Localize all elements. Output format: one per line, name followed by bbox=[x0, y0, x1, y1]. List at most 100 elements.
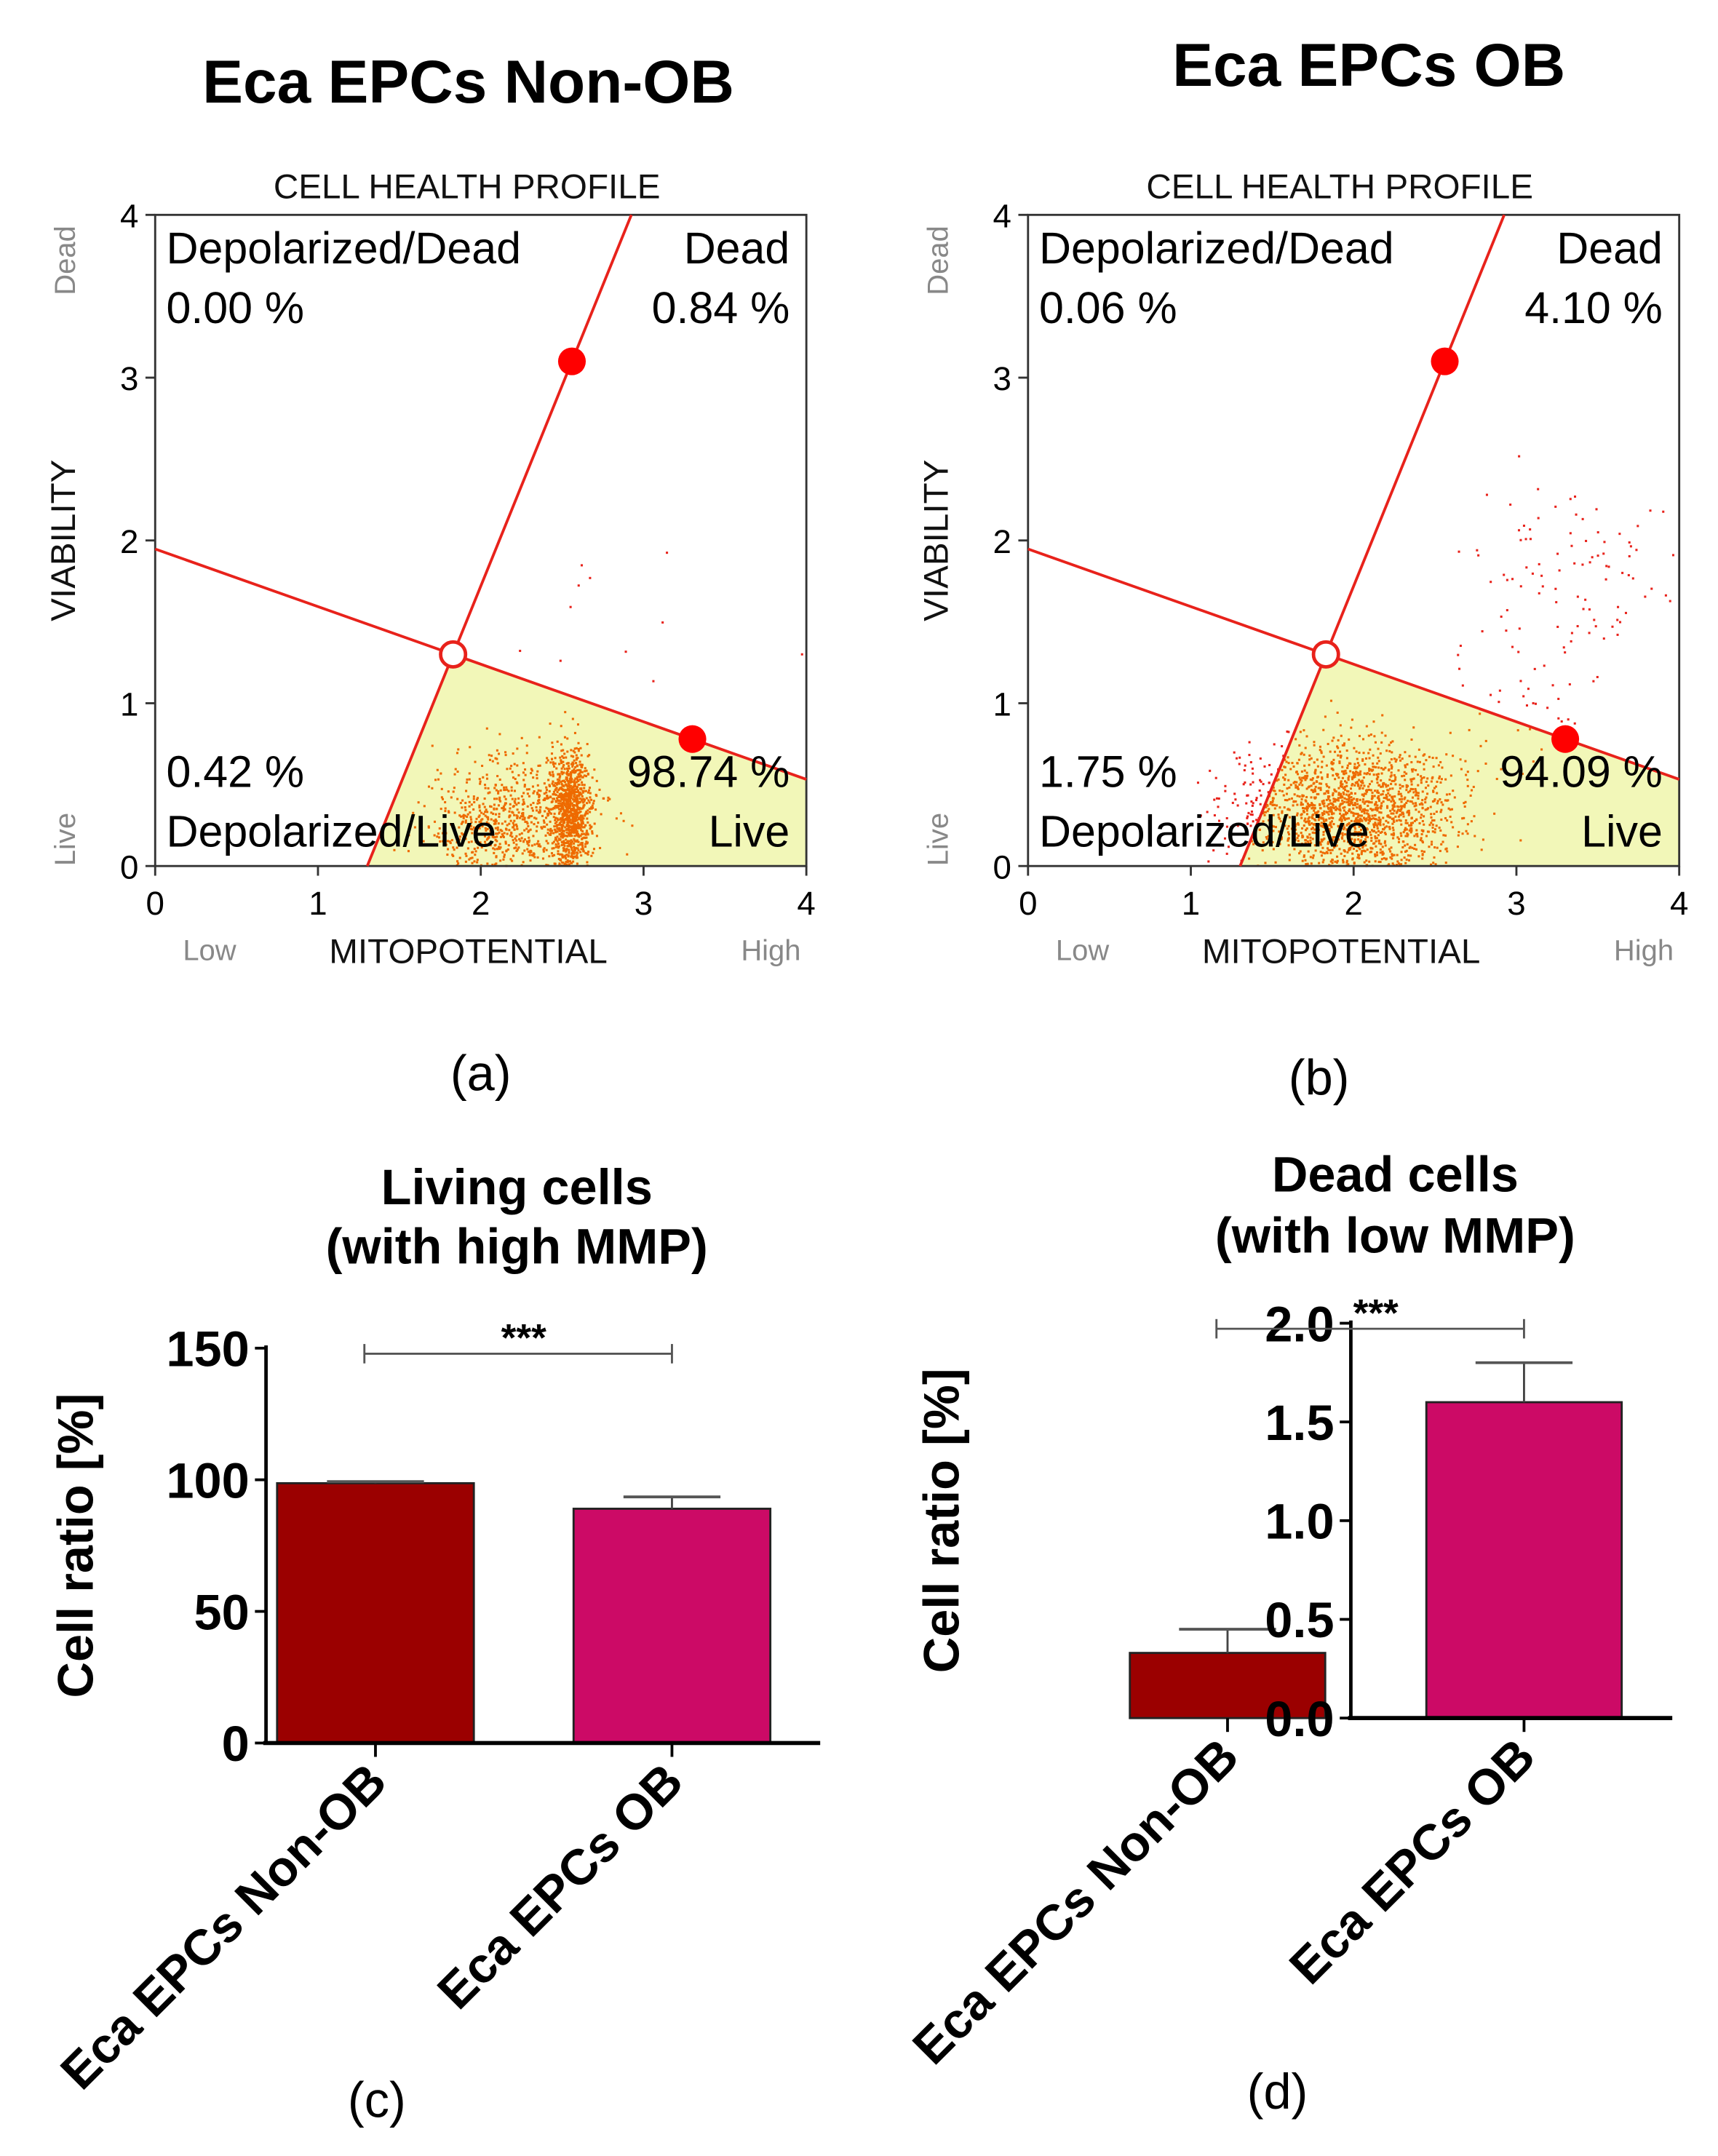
scatter-point bbox=[1538, 592, 1540, 594]
scatter-point bbox=[1252, 802, 1254, 805]
scatter-point bbox=[1251, 814, 1254, 816]
scatter-point bbox=[582, 817, 585, 820]
scatter-point bbox=[1395, 864, 1399, 867]
scatter-point bbox=[1351, 845, 1353, 848]
scatter-point bbox=[1324, 715, 1327, 718]
scatter-point bbox=[1335, 808, 1337, 811]
scatter-point bbox=[1372, 773, 1375, 776]
scatter-point bbox=[1262, 820, 1265, 823]
scatter-point bbox=[1356, 784, 1359, 787]
scatter-point bbox=[581, 806, 585, 809]
scatter-point bbox=[1650, 587, 1653, 590]
scatter-point bbox=[570, 749, 573, 752]
scatter-point bbox=[458, 814, 461, 817]
scatter-point bbox=[560, 781, 562, 784]
scatter-point bbox=[544, 825, 546, 828]
scatter-point bbox=[1292, 832, 1295, 835]
scatter-point bbox=[1373, 795, 1376, 797]
scatter-point bbox=[566, 809, 569, 812]
scatter-point bbox=[538, 736, 541, 739]
scatter-point bbox=[1364, 792, 1367, 795]
scatter-point bbox=[1335, 844, 1338, 847]
scatter-point bbox=[577, 773, 580, 776]
scatter-point bbox=[1338, 832, 1341, 835]
scatter-point bbox=[1362, 849, 1365, 852]
scatter-point bbox=[1452, 826, 1455, 829]
scatter-point bbox=[1391, 804, 1394, 807]
scatter-point bbox=[1225, 852, 1228, 855]
scatter-point bbox=[1354, 822, 1357, 825]
scatter-point bbox=[474, 821, 477, 824]
chart-title: (with low MMP) bbox=[1215, 1207, 1575, 1263]
scatter-point bbox=[1299, 731, 1302, 733]
scatter-point bbox=[468, 772, 471, 775]
scatter-point bbox=[661, 621, 664, 624]
scatter-point bbox=[572, 806, 575, 809]
scatter-point bbox=[1364, 809, 1367, 812]
scatter-point bbox=[1412, 768, 1415, 771]
scatter-point bbox=[567, 805, 570, 808]
scatter-point bbox=[528, 840, 530, 843]
scatter-point bbox=[1449, 774, 1452, 777]
y-tick-label: 0 bbox=[222, 1716, 250, 1772]
scatter-point bbox=[549, 761, 552, 764]
scatter-point bbox=[1341, 799, 1344, 802]
scatter-point bbox=[1468, 728, 1471, 731]
scatter-point bbox=[471, 832, 474, 835]
scatter-point bbox=[1284, 824, 1286, 827]
scatter-point bbox=[1582, 608, 1585, 610]
scatter-point bbox=[1313, 789, 1316, 792]
scatter-point bbox=[1431, 823, 1434, 826]
scatter-point bbox=[1444, 862, 1447, 864]
scatter-point bbox=[565, 783, 568, 786]
scatter-point bbox=[1293, 818, 1296, 821]
scatter-point bbox=[1607, 565, 1610, 568]
scatter-point bbox=[516, 781, 519, 784]
scatter-point bbox=[520, 837, 523, 840]
scatter-point bbox=[1408, 811, 1411, 814]
scatter-point bbox=[1387, 798, 1391, 801]
scatter-point bbox=[575, 747, 578, 749]
scatter-point bbox=[549, 811, 552, 814]
scatter-point bbox=[1361, 758, 1364, 761]
scatter-point bbox=[520, 795, 523, 797]
scatter-point bbox=[546, 807, 549, 811]
quadrant-label: Depolarized/Live bbox=[166, 807, 496, 856]
scatter-point bbox=[474, 827, 477, 830]
scatter-point bbox=[1295, 781, 1298, 784]
scatter-point bbox=[553, 828, 556, 831]
scatter-point bbox=[1337, 808, 1341, 811]
scatter-point bbox=[563, 768, 566, 771]
scatter-point bbox=[1367, 813, 1369, 816]
scatter-point bbox=[525, 788, 528, 791]
scatter-point bbox=[1319, 851, 1322, 854]
scatter-point bbox=[1351, 778, 1354, 781]
scatter-point bbox=[1392, 829, 1395, 832]
scatter-point bbox=[582, 804, 585, 807]
scatter-point bbox=[1223, 837, 1227, 840]
scatter-point bbox=[1391, 827, 1394, 830]
scatter-point bbox=[509, 858, 512, 861]
x-tick-label: 0 bbox=[1019, 885, 1037, 922]
scatter-point bbox=[1479, 712, 1482, 715]
scatter-point bbox=[1272, 786, 1275, 789]
scatter-point bbox=[1308, 822, 1311, 824]
scatter-point bbox=[1664, 594, 1667, 597]
scatter-point bbox=[1410, 817, 1413, 820]
scatter-point bbox=[536, 825, 538, 828]
scatter-point bbox=[477, 846, 480, 849]
scatter-point bbox=[1365, 827, 1368, 830]
scatter-point bbox=[1375, 837, 1378, 840]
scatter-point bbox=[456, 797, 459, 800]
scatter-point bbox=[1281, 768, 1284, 771]
scatter-point bbox=[579, 807, 582, 810]
scatter-point bbox=[606, 799, 610, 802]
scatter-point bbox=[485, 849, 488, 852]
scatter-point bbox=[1328, 786, 1331, 789]
scatter-point bbox=[1344, 789, 1347, 792]
scatter-point bbox=[1380, 830, 1383, 833]
scatter-point bbox=[588, 801, 591, 804]
scatter-point bbox=[1296, 814, 1299, 816]
scatter-point bbox=[536, 822, 540, 824]
scatter-point bbox=[1359, 787, 1361, 789]
